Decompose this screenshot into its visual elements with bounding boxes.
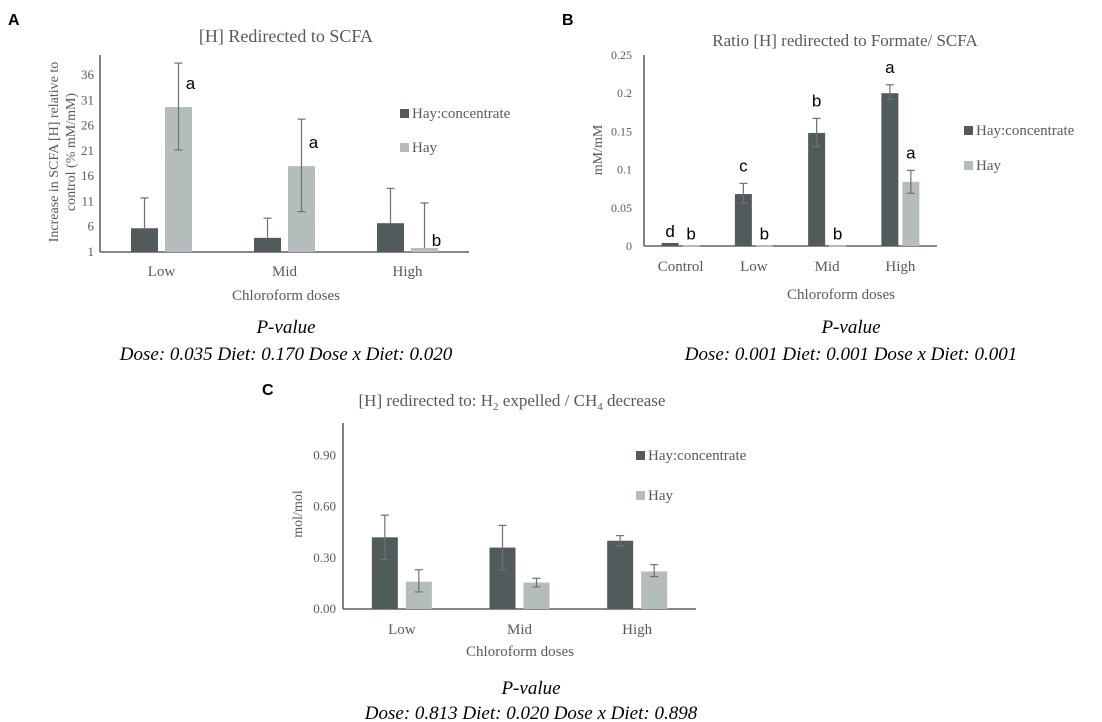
y-tick-label: 0.00 bbox=[313, 601, 336, 616]
y-tick-label: 0.60 bbox=[313, 499, 336, 514]
bar-hay-concentrate bbox=[881, 93, 899, 246]
bar-hay-concentrate bbox=[131, 228, 158, 252]
legend-label: Hay bbox=[412, 140, 437, 156]
chart-c-ylabel: mol/mol bbox=[291, 490, 306, 538]
y-tick-label: 0.2 bbox=[617, 86, 632, 100]
bar-hay bbox=[829, 245, 847, 247]
y-tick-label: 0.1 bbox=[617, 163, 632, 177]
y-tick-label: 21 bbox=[81, 143, 94, 158]
legend-swatch bbox=[400, 143, 409, 152]
bar-hay bbox=[411, 247, 438, 252]
chart-a-pvalue-label: P-value bbox=[255, 317, 315, 338]
title-part: decrease bbox=[603, 391, 666, 410]
title-part: expelled / CH bbox=[499, 391, 598, 410]
chart-a-xlabel: Chloroform doses bbox=[232, 288, 340, 304]
bar-hay-concentrate bbox=[734, 194, 752, 246]
significance-letter: b bbox=[812, 91, 821, 110]
legend-label: Hay bbox=[976, 158, 1001, 174]
chart-a-pvalues: Dose: 0.035 Diet: 0.170 Dose x Diet: 0.0… bbox=[119, 344, 453, 365]
significance-letter: b bbox=[760, 225, 769, 244]
chart-c-pvalue-label: P-value bbox=[500, 678, 560, 699]
legend-swatch bbox=[400, 109, 409, 118]
significance-letter: a bbox=[309, 133, 319, 152]
legend-label: Hay:concentrate bbox=[648, 448, 747, 464]
legend-swatch bbox=[636, 451, 645, 460]
chart-b-ylabel: mM/mM bbox=[591, 124, 606, 175]
y-tick-label: 1 bbox=[88, 244, 95, 259]
legend-swatch bbox=[964, 126, 973, 135]
chart-c-title: [H] redirected to: H2 expelled / CH4 dec… bbox=[359, 391, 666, 413]
significance-letter: a bbox=[186, 74, 196, 93]
significance-letter: a bbox=[885, 58, 895, 77]
chart-c-pvalues: Dose: 0.813 Diet: 0.020 Dose x Diet: 0.8… bbox=[364, 703, 698, 722]
bar-hay bbox=[902, 181, 920, 246]
panel-label-c: C bbox=[262, 382, 274, 399]
y-tick-label: 0 bbox=[626, 239, 632, 253]
chart-b-xlabel: Chloroform doses bbox=[787, 287, 895, 303]
chart-a-title: [H] Redirected to SCFA bbox=[199, 26, 373, 46]
y-tick-label: 26 bbox=[81, 118, 95, 133]
bar-hay-concentrate bbox=[377, 223, 404, 252]
y-tick-label: 36 bbox=[81, 67, 95, 82]
title-subscript: 2 bbox=[493, 401, 499, 413]
x-tick-label: High bbox=[885, 259, 916, 275]
bar-hay bbox=[682, 245, 700, 247]
chart-a-ylabel-line1: Increase in SCFA [H] relative to bbox=[47, 62, 62, 243]
y-tick-label: 6 bbox=[88, 219, 95, 234]
bar-hay bbox=[755, 245, 773, 247]
legend-swatch bbox=[964, 161, 973, 170]
legend-swatch bbox=[636, 491, 645, 500]
legend-label: Hay bbox=[648, 488, 673, 504]
legend-label: Hay:concentrate bbox=[976, 123, 1075, 139]
y-tick-label: 11 bbox=[81, 193, 94, 208]
significance-letter: b bbox=[833, 225, 842, 244]
bar-hay-concentrate bbox=[254, 237, 281, 252]
panel-label-b: B bbox=[562, 12, 574, 29]
significance-letter: d bbox=[665, 222, 674, 241]
panel-label-a: A bbox=[8, 12, 20, 29]
bar-hay-concentrate bbox=[607, 540, 634, 609]
title-part: [H] redirected to: H bbox=[359, 391, 494, 410]
x-tick-label: Mid bbox=[272, 264, 298, 280]
x-tick-label: High bbox=[393, 264, 424, 280]
chart-b-pvalue-label: P-value bbox=[820, 317, 880, 338]
x-tick-label: High bbox=[622, 622, 653, 638]
title-subscript: 4 bbox=[597, 401, 603, 413]
legend-label: Hay:concentrate bbox=[412, 106, 511, 122]
x-tick-label: Low bbox=[388, 622, 416, 638]
y-tick-label: 0.05 bbox=[611, 201, 632, 215]
y-tick-label: 31 bbox=[81, 92, 94, 107]
x-tick-label: Mid bbox=[815, 259, 841, 275]
x-tick-label: Mid bbox=[507, 622, 533, 638]
bar-hay-concentrate bbox=[808, 132, 826, 246]
chart-a-ylabel-line2: control (% mM/mM) bbox=[64, 93, 79, 212]
x-tick-label: Low bbox=[740, 259, 768, 275]
x-tick-label: Low bbox=[148, 264, 176, 280]
y-tick-label: 16 bbox=[81, 168, 95, 183]
chart-b-title: Ratio [H] redirected to Formate/ SCFA bbox=[712, 31, 978, 50]
bar-hay bbox=[641, 571, 668, 609]
significance-letter: b bbox=[432, 231, 441, 250]
chart-c-xlabel: Chloroform doses bbox=[466, 644, 574, 660]
y-tick-label: 0.25 bbox=[611, 48, 632, 62]
x-tick-label: Control bbox=[658, 259, 704, 275]
significance-letter: b bbox=[686, 225, 695, 244]
significance-letter: a bbox=[906, 143, 916, 162]
y-tick-label: 0.30 bbox=[313, 550, 336, 565]
chart-b-pvalues: Dose: 0.001 Diet: 0.001 Dose x Diet: 0.0… bbox=[684, 344, 1017, 365]
significance-letter: c bbox=[739, 156, 748, 175]
y-tick-label: 0.15 bbox=[611, 124, 632, 138]
bar-hay-concentrate bbox=[661, 242, 679, 246]
y-tick-label: 0.90 bbox=[313, 447, 336, 462]
